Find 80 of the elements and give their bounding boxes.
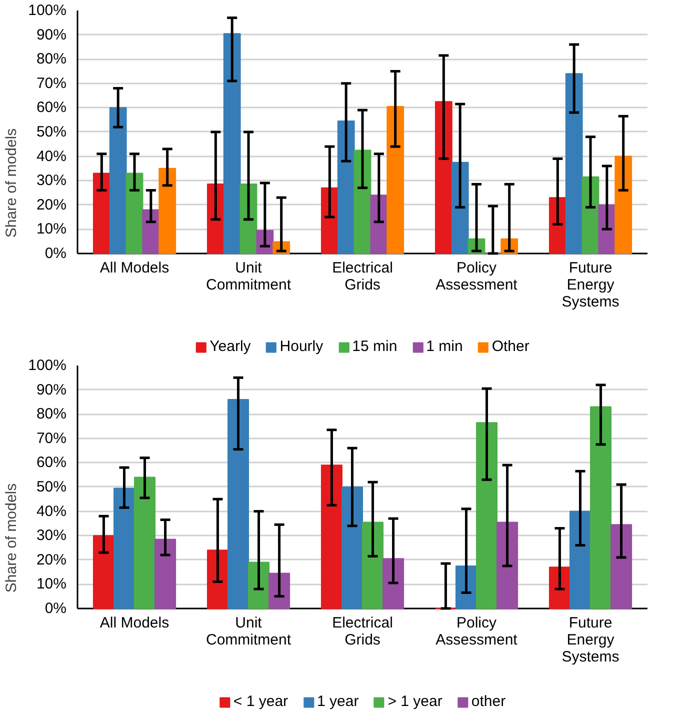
y-tick-label: 60% [36, 99, 67, 116]
bar [109, 107, 127, 254]
y-tick-label: 90% [36, 26, 67, 44]
bar [476, 422, 498, 609]
y-tick-label: 50% [36, 478, 67, 496]
x-tick-label: Policy Assessment [436, 260, 518, 294]
bar [158, 168, 176, 254]
bar [92, 172, 110, 254]
legend-label: other [471, 693, 506, 710]
bar [354, 150, 372, 254]
bar [126, 172, 144, 254]
y-tick-label: 20% [36, 551, 67, 568]
y-axis-title: Share of models [3, 483, 20, 593]
bar [496, 522, 518, 609]
legend-label: Hourly [280, 338, 324, 355]
bar [386, 106, 404, 254]
x-tick-label: Electrical Grids [332, 614, 393, 649]
legend-label: 1 year [317, 693, 359, 710]
y-tick-label: 50% [36, 123, 67, 140]
bar [248, 562, 270, 609]
legend-label: > 1 year [388, 693, 442, 710]
bar [154, 538, 176, 609]
bar [320, 187, 338, 254]
bar [341, 486, 363, 609]
x-tick-label: Unit Commitment [206, 614, 292, 649]
x-tick-label: Unit Commitment [206, 260, 292, 294]
bar [370, 194, 388, 254]
bar [382, 558, 404, 609]
legend-label: Other [492, 338, 530, 355]
legend-label: 15 min [352, 338, 398, 355]
bar [362, 522, 384, 609]
bar [455, 565, 477, 609]
y-tick-label: 70% [36, 430, 67, 447]
legend-label: 1 min [426, 338, 463, 355]
bar [92, 535, 114, 609]
bar [206, 183, 224, 254]
x-tick-label: Policy Assessment [436, 614, 518, 649]
y-tick-label: 10% [36, 220, 67, 238]
bar [569, 510, 591, 609]
bar [614, 156, 632, 254]
y-tick-label: 70% [36, 74, 67, 92]
y-tick-label: 40% [36, 148, 67, 165]
y-tick-label: 0% [44, 244, 67, 262]
y-tick-label: 60% [36, 454, 67, 472]
bar [223, 33, 241, 254]
bar [227, 399, 249, 609]
y-tick-label: 100% [28, 357, 67, 374]
bar [268, 572, 290, 609]
bar [610, 524, 632, 609]
bar [582, 176, 600, 254]
bar [590, 406, 612, 609]
y-tick-label: 30% [36, 527, 67, 544]
x-tick-label: Electrical Grids [332, 260, 393, 294]
bar [134, 476, 156, 609]
bar [548, 197, 566, 254]
bar [565, 73, 583, 254]
bar [113, 488, 135, 609]
y-axis-title: Share of models [3, 128, 20, 238]
y-tick-label: 80% [36, 50, 67, 68]
y-tick-label: 20% [36, 196, 67, 214]
x-tick-label: Future Energy Systems [562, 260, 620, 311]
bar [337, 120, 355, 254]
x-tick-label: All Models [100, 260, 170, 277]
bar [206, 550, 228, 609]
y-tick-label: 90% [36, 381, 67, 398]
y-tick-label: 0% [44, 600, 67, 617]
bar [320, 464, 342, 609]
legend-label: < 1 year [233, 693, 288, 710]
legend-label: Yearly [210, 338, 251, 355]
bar [142, 209, 160, 254]
x-tick-label: Future Energy Systems [562, 614, 620, 666]
y-tick-label: 40% [36, 502, 67, 520]
bar [434, 101, 452, 254]
y-tick-label: 100% [28, 2, 67, 19]
y-tick-label: 80% [36, 406, 67, 423]
bar [548, 566, 570, 609]
bar [451, 162, 469, 254]
x-tick-label: All Models [100, 614, 170, 632]
y-tick-label: 10% [36, 576, 67, 593]
y-tick-label: 30% [36, 172, 67, 190]
